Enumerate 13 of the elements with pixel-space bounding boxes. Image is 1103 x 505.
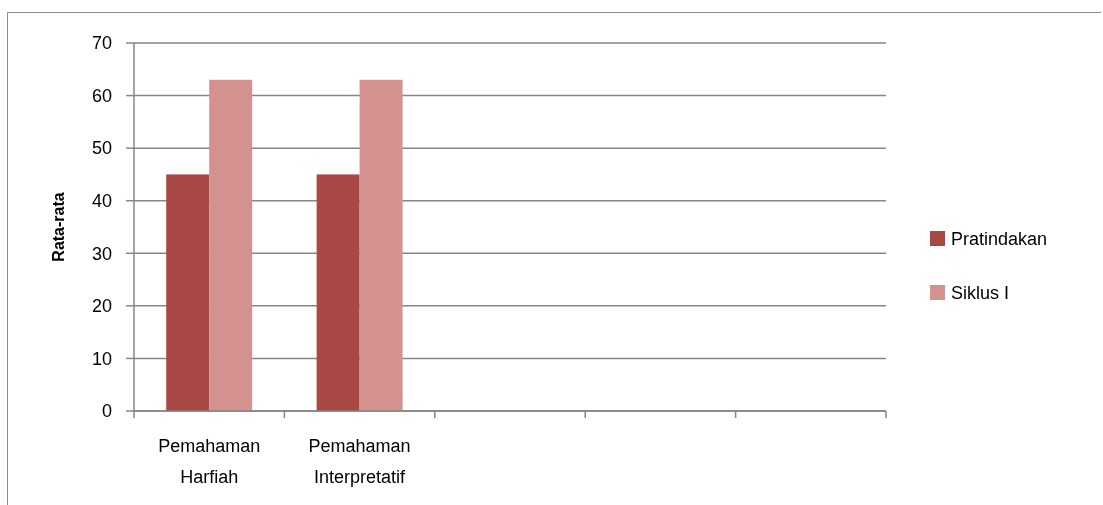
y-tick-label: 10 <box>91 348 112 369</box>
y-tick-label: 60 <box>91 85 112 106</box>
legend-label: Siklus I <box>951 283 1010 304</box>
y-tick-label: 20 <box>91 296 112 317</box>
y-tick-label: 30 <box>91 243 112 264</box>
y-tick-label: 40 <box>91 191 112 212</box>
y-axis-title: Rata-rata <box>50 192 67 262</box>
x-tick-label: Pemahaman Harfiah <box>158 436 261 487</box>
legend-label: Pratindakan <box>951 229 1048 250</box>
y-tick-label: 70 <box>91 33 112 54</box>
y-tick-label: 50 <box>91 138 112 159</box>
x-tick-label: Pemahaman Interpretatif <box>308 436 411 487</box>
y-tick-label: 0 <box>101 401 112 422</box>
